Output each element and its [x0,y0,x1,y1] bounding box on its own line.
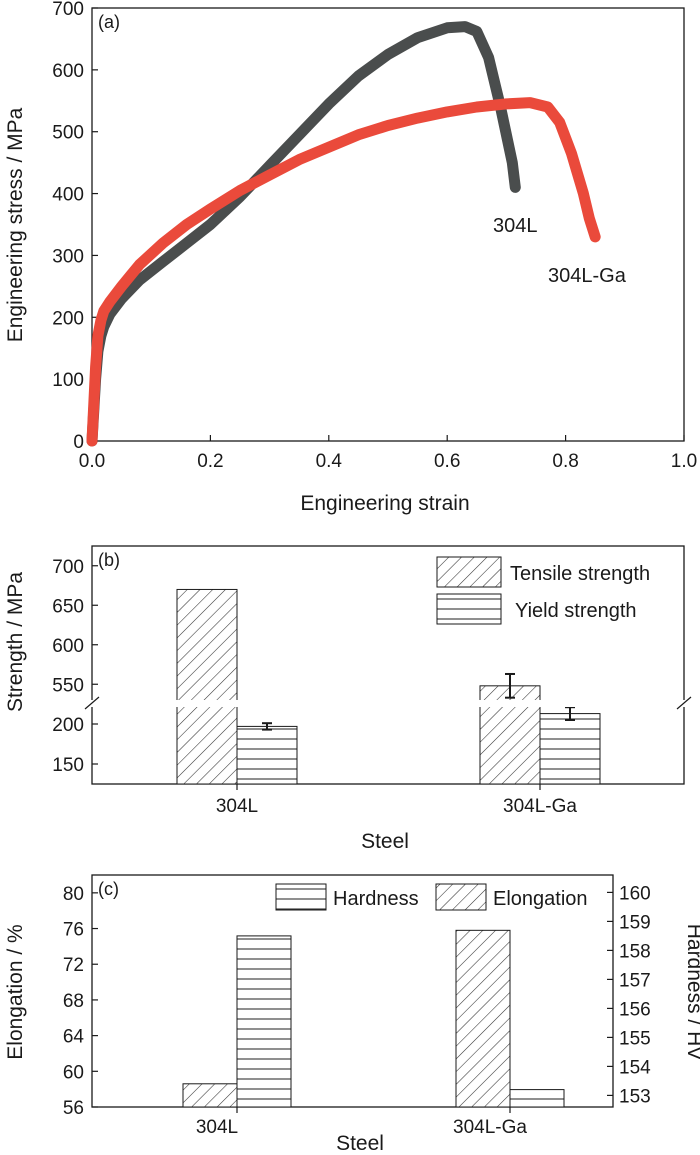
panel-c-y2label: Hardness / HV [683,924,700,1061]
panel-c-ytick-label: 76 [63,920,84,941]
legend-text-hardness: Hardness [333,888,419,910]
legend-swatch-yield [436,593,502,625]
panel-b-ytick-label: 700 [52,557,84,578]
panel-c-ytick-label: 64 [63,1027,85,1048]
axis-break-gap [86,700,690,707]
panel-c-ylabel: Elongation / % [4,924,27,1059]
panel-c-bars [182,929,565,1108]
legend-swatch-hardness [275,883,327,911]
legend-text-yield: Yield strength [515,600,637,622]
panel-b-frame [91,545,685,785]
panel-a-ytick-label: 700 [52,0,84,20]
panel-c-y2tick-label: 157 [619,970,651,991]
bar-hardness [509,1089,565,1108]
panel-a-ytick-label: 500 [52,123,84,144]
panel-b-ytick-label: 650 [52,596,84,617]
panel-c-frame [91,874,614,1108]
panel-b-ticks: 150 200 550 600 650 700 304L 304L-Ga [52,557,577,817]
panel-c-y2tick-label: 159 [619,912,651,933]
panel-a-ytick-label: 0 [73,432,84,453]
panel-a-ytick-label: 300 [52,246,84,267]
panel-c-y2tick-label: 155 [619,1028,651,1049]
series-304L-Ga-line [86,97,601,447]
panel-c-label: (c) [98,879,119,899]
panel-b-bars [84,588,692,785]
legend-swatch-tensile [436,556,502,588]
panel-c-ytick-label: 60 [63,1062,84,1083]
panel-a-ytick-label: 400 [52,185,84,206]
bar-tensile-strength [176,588,238,785]
legend-text-elongation: Elongation [493,888,588,910]
bar-elongation [455,929,511,1108]
panel-c-ytick-label: 72 [63,955,84,976]
panel-c-ytick-label: 80 [63,884,84,905]
panel-c-y2tick-label: 160 [619,883,651,904]
panel-a-xtick-label: 0.8 [552,451,578,472]
panel-a-xtick-label: 0.0 [79,451,105,472]
panel-b-ytick-label: 550 [52,675,84,696]
panel-b-xtick-label: 304L-Ga [503,796,577,817]
panel-c-ytick-label: 56 [63,1098,84,1119]
panel-c: (c) 56 60 64 68 72 76 80 153 154 155 156 157 158 159 1… [4,874,700,1155]
series-304L-line [86,21,521,447]
panel-a-ytick-label: 600 [52,61,84,82]
panel-c-xtick-label: 304L [196,1117,238,1138]
panel-c-y2tick-label: 153 [619,1086,651,1107]
axis-break-mark-left [84,696,100,710]
label-304L-Ga: 304L-Ga [548,265,627,287]
panel-a-xtick-label: 0.2 [197,451,223,472]
panel-a-frame [91,7,685,442]
panel-a-label: (a) [98,12,120,32]
panel-b-ytick-label: 600 [52,636,84,657]
panel-a-lines [86,21,601,447]
panel-a-xlabel: Engineering strain [300,492,469,515]
panel-b-xlabel: Steel [361,830,409,853]
panel-a-ticks: 0.0 0.2 0.4 0.6 0.8 1.0 0 100 200 300 400 500 600 700 [52,0,697,472]
panel-c-y2tick-label: 156 [619,999,651,1020]
panel-c-xlabel: Steel [336,1132,384,1155]
panel-c-ytick-label: 68 [63,991,84,1012]
panel-c-y2tick-label: 158 [619,941,651,962]
panel-b-ytick-label: 200 [52,715,84,736]
panel-a-ytick-label: 100 [52,370,84,391]
legend-text-tensile: Tensile strength [510,563,650,585]
panel-a: (a) 0.0 0.2 0.4 0.6 0.8 1.0 0 100 200 300 400 500 60… [4,0,697,515]
panel-b-xtick-label: 304L [216,796,258,817]
panel-c-y2tick-label: 154 [619,1057,651,1078]
panel-a-xtick-label: 0.4 [316,451,343,472]
panel-a-xtick-label: 0.6 [434,451,460,472]
panel-c-ticks: 56 60 64 68 72 76 80 153 154 155 156 157 158 159 160 30… [63,883,651,1138]
panel-b-label: (b) [98,550,120,570]
label-304L: 304L [493,215,538,237]
axis-break-mark-right [676,696,692,710]
panel-a-xtick-label: 1.0 [671,451,697,472]
bar-yield-strength [236,725,298,785]
panel-b-ytick-label: 150 [52,755,84,776]
bar-elongation [182,1083,238,1108]
panel-a-ylabel: Engineering stress / MPa [4,107,27,342]
bar-hardness [236,935,292,1108]
panel-c-xtick-label: 304L-Ga [453,1117,527,1138]
legend-swatch-elongation [435,883,487,911]
panel-a-ytick-label: 200 [52,308,84,329]
panel-b: (b) 150 200 550 600 650 700 304L 304L-Ga Tensil… [4,545,692,853]
panel-b-ylabel: Strength / MPa [4,572,27,712]
bar-yield-strength [539,713,601,785]
